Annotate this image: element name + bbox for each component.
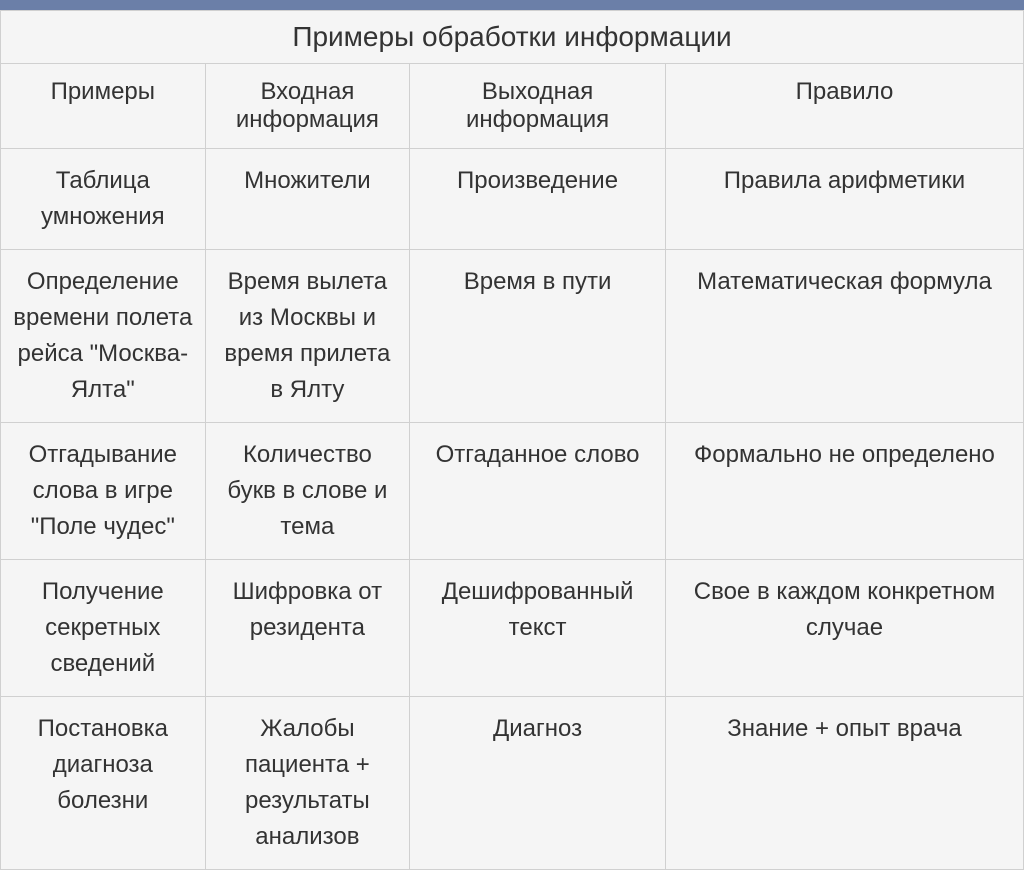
cell-rule: Правила арифметики (665, 149, 1023, 250)
table-row: Таблица умножения Множители Произведение… (1, 149, 1024, 250)
cell-output: Дешифрованный текст (410, 560, 666, 697)
cell-rule: Знание + опыт врача (665, 697, 1023, 870)
cell-output: Диагноз (410, 697, 666, 870)
table-container: Примеры обработки информации Примеры Вхо… (0, 10, 1024, 870)
cell-input: Шифровка от резидента (205, 560, 410, 697)
column-header-examples: Примеры (1, 64, 206, 149)
table-row: Постановка диагноза болезни Жалобы пацие… (1, 697, 1024, 870)
cell-example: Таблица умножения (1, 149, 206, 250)
cell-output: Произведение (410, 149, 666, 250)
table-row: Определение времени полета рейса "Москва… (1, 250, 1024, 423)
cell-rule: Свое в каждом конкретном случае (665, 560, 1023, 697)
cell-input: Количество букв в слове и тема (205, 423, 410, 560)
cell-rule: Математическая формула (665, 250, 1023, 423)
column-header-input: Входная информация (205, 64, 410, 149)
table-row: Получение секретных сведений Шифровка от… (1, 560, 1024, 697)
cell-example: Получение секретных сведений (1, 560, 206, 697)
cell-example: Определение времени полета рейса "Москва… (1, 250, 206, 423)
cell-example: Отгадывание слова в игре "Поле чудес" (1, 423, 206, 560)
cell-rule: Формально не определено (665, 423, 1023, 560)
column-header-rule: Правило (665, 64, 1023, 149)
top-accent-bar (0, 0, 1024, 10)
info-processing-table: Примеры обработки информации Примеры Вхо… (0, 10, 1024, 870)
column-header-output: Выходная информация (410, 64, 666, 149)
table-row: Отгадывание слова в игре "Поле чудес" Ко… (1, 423, 1024, 560)
cell-output: Отгаданное слово (410, 423, 666, 560)
cell-input: Множители (205, 149, 410, 250)
table-title: Примеры обработки информации (1, 11, 1024, 64)
cell-example: Постановка диагноза болезни (1, 697, 206, 870)
cell-input: Время вылета из Москвы и время прилета в… (205, 250, 410, 423)
cell-output: Время в пути (410, 250, 666, 423)
cell-input: Жалобы пациента + результаты анализов (205, 697, 410, 870)
